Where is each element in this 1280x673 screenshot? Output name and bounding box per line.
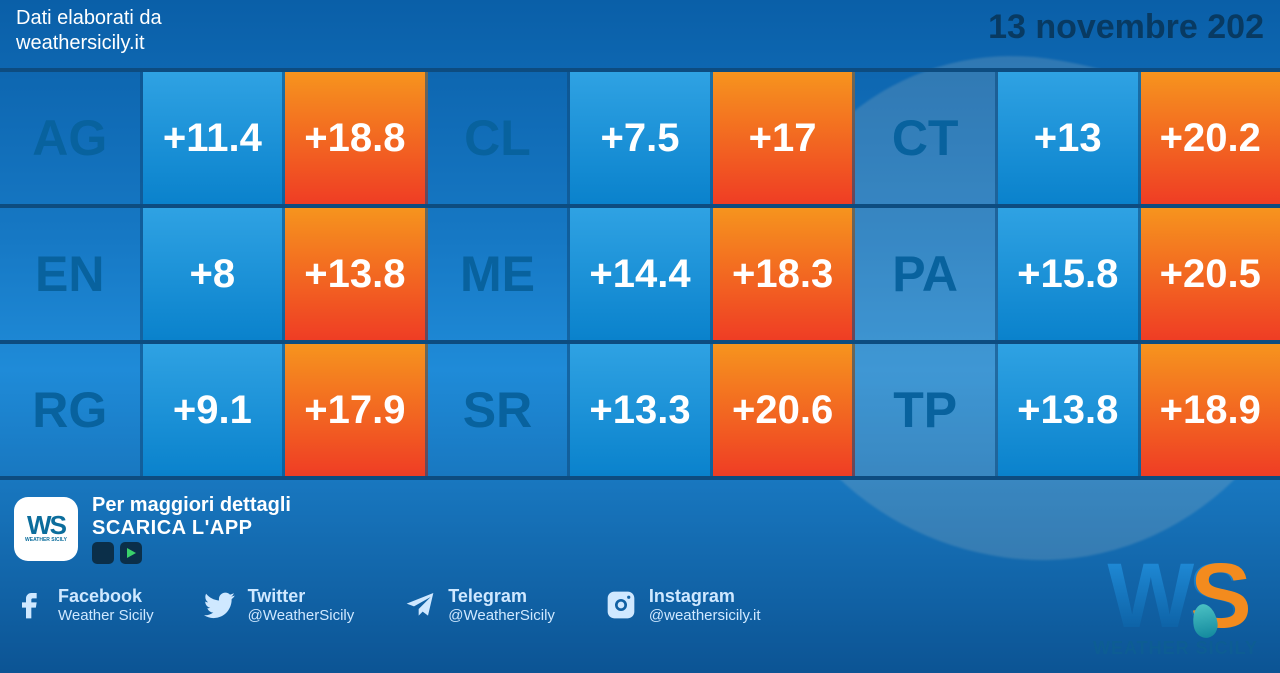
low-temp: +9.1 xyxy=(143,344,286,476)
playstore-icon xyxy=(120,542,142,564)
high-temp: +18.8 xyxy=(285,72,428,204)
high-temp: +20.5 xyxy=(1141,208,1280,340)
source-line-2: weathersicily.it xyxy=(16,31,162,56)
province-code: AG xyxy=(0,72,143,204)
social-facebook: Facebook Weather Sicily xyxy=(14,586,154,624)
province-code: SR xyxy=(428,344,571,476)
low-temp: +15.8 xyxy=(998,208,1141,340)
app-promo: WS WEATHER SICILY Per maggiori dettagli … xyxy=(14,494,1266,564)
header: Dati elaborati da weathersicily.it 13 no… xyxy=(0,0,1280,72)
social-name: Facebook xyxy=(58,586,154,607)
facebook-icon xyxy=(14,589,46,621)
low-temp: +13.3 xyxy=(570,344,713,476)
high-temp: +17 xyxy=(713,72,856,204)
high-temp: +17.9 xyxy=(285,344,428,476)
province-code: CL xyxy=(428,72,571,204)
province-code: CT xyxy=(855,72,998,204)
date-label: 13 novembre 202 xyxy=(988,6,1264,47)
app-promo-text: Per maggiori dettagli SCARICA L'APP xyxy=(92,494,291,564)
source-line-1: Dati elaborati da xyxy=(16,6,162,31)
social-telegram: Telegram @WeatherSicily xyxy=(404,586,555,624)
social-twitter: Twitter @WeatherSicily xyxy=(204,586,355,624)
grid-row: EN +8 +13.8 ME +14.4 +18.3 PA +15.8 +20.… xyxy=(0,208,1280,344)
low-temp: +13.8 xyxy=(998,344,1141,476)
source-attribution: Dati elaborati da weathersicily.it xyxy=(16,6,162,56)
temperature-grid: AG +11.4 +18.8 CL +7.5 +17 CT +13 +20.2 … xyxy=(0,72,1280,480)
social-handle: @WeatherSicily xyxy=(248,607,355,624)
social-instagram: Instagram @weathersicily.it xyxy=(605,586,761,624)
app-icon-subtext: WEATHER SICILY xyxy=(25,537,67,543)
low-temp: +14.4 xyxy=(570,208,713,340)
social-name: Instagram xyxy=(649,586,761,607)
low-temp: +7.5 xyxy=(570,72,713,204)
instagram-icon xyxy=(605,589,637,621)
province-code: RG xyxy=(0,344,143,476)
social-name: Twitter xyxy=(248,586,355,607)
high-temp: +13.8 xyxy=(285,208,428,340)
low-temp: +13 xyxy=(998,72,1141,204)
app-promo-line2: SCARICA L'APP xyxy=(92,517,291,540)
low-temp: +8 xyxy=(143,208,286,340)
grid-row: AG +11.4 +18.8 CL +7.5 +17 CT +13 +20.2 xyxy=(0,72,1280,208)
high-temp: +20.6 xyxy=(713,344,856,476)
telegram-icon xyxy=(404,589,436,621)
brand-logo: WS WEATHER SICILY xyxy=(1093,560,1258,659)
appstore-icon xyxy=(92,542,114,564)
grid-row: RG +9.1 +17.9 SR +13.3 +20.6 TP +13.8 +1… xyxy=(0,344,1280,476)
footer: WS WEATHER SICILY Per maggiori dettagli … xyxy=(0,494,1280,624)
high-temp: +18.9 xyxy=(1141,344,1280,476)
high-temp: +18.3 xyxy=(713,208,856,340)
brand-logo-text: WS xyxy=(1107,560,1243,634)
high-temp: +20.2 xyxy=(1141,72,1280,204)
province-code: EN xyxy=(0,208,143,340)
app-promo-line1: Per maggiori dettagli xyxy=(92,494,291,517)
app-icon-text: WS xyxy=(27,515,65,536)
app-icon: WS WEATHER SICILY xyxy=(14,497,78,561)
province-code: PA xyxy=(855,208,998,340)
twitter-icon xyxy=(204,589,236,621)
store-badges xyxy=(92,542,291,564)
social-name: Telegram xyxy=(448,586,555,607)
province-code: ME xyxy=(428,208,571,340)
low-temp: +11.4 xyxy=(143,72,286,204)
social-links: Facebook Weather Sicily Twitter @Weather… xyxy=(14,586,1266,624)
province-code: TP xyxy=(855,344,998,476)
social-handle: @weathersicily.it xyxy=(649,607,761,624)
social-handle: Weather Sicily xyxy=(58,607,154,624)
social-handle: @WeatherSicily xyxy=(448,607,555,624)
